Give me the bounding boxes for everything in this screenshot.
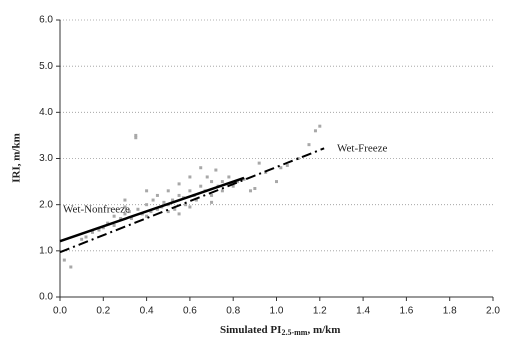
- point: [127, 210, 131, 214]
- x-tick-label: 1.0: [270, 306, 284, 317]
- point: [134, 136, 138, 140]
- point: [119, 217, 123, 221]
- point: [90, 230, 94, 234]
- point: [166, 189, 170, 193]
- x-tick-label: 1.4: [356, 306, 370, 317]
- point: [214, 168, 218, 172]
- x-tick-label: 0.8: [226, 306, 240, 317]
- point: [257, 161, 261, 165]
- point: [275, 180, 278, 184]
- point: [242, 177, 246, 181]
- point: [210, 193, 214, 197]
- point: [177, 182, 181, 186]
- point: [188, 175, 192, 179]
- fit-line: [59, 176, 245, 243]
- x-axis-title: Simulated PI2.5-mm, m/km: [220, 324, 340, 337]
- x-tick-label: 1.8: [443, 306, 457, 317]
- fit-line: [59, 147, 325, 254]
- point: [134, 133, 138, 137]
- point: [279, 166, 283, 170]
- point: [199, 184, 203, 188]
- point: [210, 200, 214, 204]
- point: [210, 180, 214, 184]
- y-tick-label: 5.0: [39, 61, 53, 72]
- point: [184, 203, 188, 207]
- x-tick-label: 0.4: [140, 306, 154, 317]
- line-label: Wet-Nonfreeze: [63, 204, 130, 216]
- x-tick-label: 2.0: [486, 306, 500, 317]
- point: [227, 175, 231, 179]
- point: [84, 235, 88, 239]
- point: [112, 223, 116, 227]
- x-tick-label: 1.6: [399, 306, 413, 317]
- x-tick-label: 1.2: [313, 306, 327, 317]
- point: [155, 207, 159, 211]
- x-title-sub: 2.5-mm: [281, 328, 307, 337]
- point: [231, 184, 235, 188]
- y-axis-title: IRI, m/km: [11, 133, 23, 183]
- point: [149, 210, 153, 214]
- point: [123, 198, 127, 202]
- point: [188, 205, 192, 209]
- point: [285, 163, 289, 167]
- point: [80, 237, 84, 241]
- x-tick-label: 0.2: [96, 306, 110, 317]
- point: [106, 221, 110, 225]
- point: [205, 175, 209, 179]
- point: [199, 166, 203, 170]
- point: [145, 189, 149, 193]
- point: [171, 198, 175, 202]
- line-label: Wet-Freeze: [337, 143, 388, 155]
- point: [123, 205, 127, 209]
- point: [123, 212, 127, 216]
- point: [162, 200, 166, 204]
- point: [188, 189, 192, 193]
- y-tick-label: 0.0: [39, 292, 53, 303]
- point: [220, 180, 224, 184]
- point: [177, 193, 181, 197]
- point: [236, 180, 240, 184]
- point: [101, 226, 105, 230]
- point: [136, 207, 140, 211]
- y-tick-label: 4.0: [39, 107, 53, 118]
- point: [62, 258, 66, 262]
- point: [173, 207, 177, 211]
- point: [145, 203, 149, 207]
- point: [145, 214, 149, 218]
- point: [97, 228, 101, 232]
- point: [318, 124, 322, 128]
- point: [69, 265, 73, 269]
- point: [129, 217, 133, 221]
- point: [151, 198, 155, 202]
- point: [155, 193, 159, 197]
- point: [249, 189, 253, 193]
- point: [220, 189, 224, 193]
- point: [194, 198, 198, 202]
- y-tick-label: 2.0: [39, 199, 53, 210]
- x-tick-label: 0.0: [53, 306, 67, 317]
- y-tick-label: 6.0: [39, 15, 53, 26]
- point: [166, 210, 170, 214]
- point: [253, 187, 257, 191]
- x-tick-label: 0.6: [183, 306, 197, 317]
- point: [313, 129, 317, 133]
- y-tick-label: 3.0: [39, 153, 53, 164]
- point: [177, 212, 181, 216]
- y-tick-label: 1.0: [39, 245, 53, 256]
- point: [307, 143, 311, 147]
- x-title-rest: , m/km: [307, 324, 340, 336]
- x-title-main: Simulated PI: [220, 324, 281, 336]
- point: [112, 214, 116, 218]
